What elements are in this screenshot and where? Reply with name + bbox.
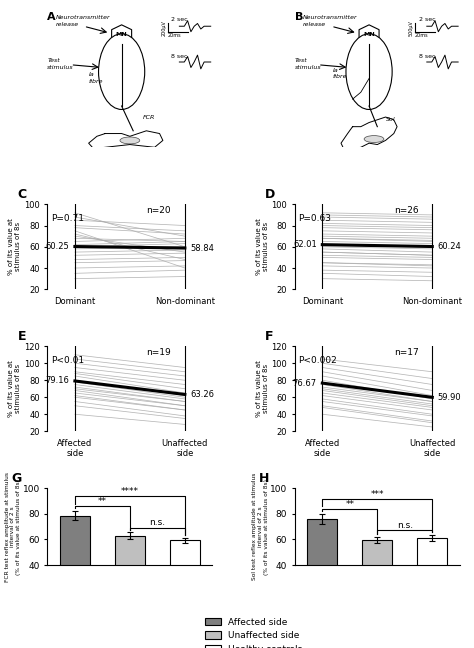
Text: fibre: fibre [333,75,347,80]
Ellipse shape [364,135,384,143]
Y-axis label: % of its value at
stimulus of 8s: % of its value at stimulus of 8s [255,360,269,417]
Text: 2 sec: 2 sec [171,17,188,21]
Text: P<0.01: P<0.01 [51,356,84,365]
Text: n=26: n=26 [394,206,419,215]
Text: release: release [55,22,79,27]
Legend: Affected side, Unaffected side, Healthy controls: Affected side, Unaffected side, Healthy … [201,614,306,648]
Text: 20ms: 20ms [168,33,181,38]
Text: n.s.: n.s. [397,521,413,530]
Text: Test: Test [295,58,308,63]
Text: 63.26: 63.26 [191,390,214,399]
Ellipse shape [120,137,140,144]
Bar [170,540,200,616]
Text: G: G [11,472,21,485]
Text: P=0.71: P=0.71 [51,214,84,224]
Text: n=17: n=17 [394,348,419,357]
Text: FCR: FCR [143,115,155,119]
Text: n=20: n=20 [146,206,171,215]
Text: Ia: Ia [333,67,338,73]
Text: A: A [47,12,56,23]
Text: 60.24: 60.24 [438,242,462,251]
Text: release: release [303,22,326,27]
Text: Test: Test [47,58,60,63]
Text: stimulus: stimulus [47,65,74,70]
Y-axis label: Sol test reflex amplitude at stimulus
interval of 2 s
(% of its value at stimulu: Sol test reflex amplitude at stimulus in… [252,473,269,581]
Text: ****: **** [121,487,139,496]
Text: D: D [265,188,275,201]
Bar [60,516,90,616]
Y-axis label: FCR test reflex amplitude at stimulus
interval of 2 s
(% of its value at stimulu: FCR test reflex amplitude at stimulus in… [5,472,21,582]
Bar [417,538,447,616]
Text: n.s.: n.s. [149,518,165,527]
Ellipse shape [99,34,145,110]
Bar [307,519,337,616]
Ellipse shape [346,34,392,110]
Text: MN: MN [116,32,128,37]
Y-axis label: % of its value at
stimulus of 8s: % of its value at stimulus of 8s [255,218,269,275]
Bar [362,540,392,616]
Text: MN: MN [363,32,375,37]
Text: **: ** [98,497,107,506]
Bar [115,536,145,616]
Text: 59.90: 59.90 [438,393,461,402]
Text: F: F [265,330,273,343]
Text: B: B [295,12,303,23]
Text: Sol: Sol [385,117,395,122]
Text: 62.01: 62.01 [293,240,317,249]
Text: 60.25: 60.25 [46,242,69,251]
Text: 8 sec: 8 sec [171,54,188,59]
Text: C: C [18,188,27,201]
Text: **: ** [346,500,354,509]
Text: 20ms: 20ms [415,33,428,38]
Text: 500μV: 500μV [409,19,414,36]
Y-axis label: % of its value at
stimulus of 8s: % of its value at stimulus of 8s [8,360,21,417]
Text: n=19: n=19 [146,348,171,357]
Text: Neurotransmitter: Neurotransmitter [55,15,110,20]
Text: H: H [258,472,269,485]
Text: 2 sec: 2 sec [419,17,435,21]
Text: ***: *** [371,490,384,499]
Text: stimulus: stimulus [295,65,321,70]
Text: Ia: Ia [89,72,94,76]
Text: 76.67: 76.67 [293,378,317,388]
Text: 58.84: 58.84 [191,244,214,253]
Text: 8 sec: 8 sec [419,54,435,59]
Text: 79.16: 79.16 [46,376,69,386]
Text: Neurotransmitter: Neurotransmitter [303,15,358,20]
Text: P<0.002: P<0.002 [298,356,337,365]
Y-axis label: % of its value at
stimulus of 8s: % of its value at stimulus of 8s [8,218,21,275]
Text: E: E [18,330,26,343]
Text: fibre: fibre [89,78,103,84]
Text: 200μV: 200μV [161,19,166,36]
Text: P=0.63: P=0.63 [298,214,331,224]
